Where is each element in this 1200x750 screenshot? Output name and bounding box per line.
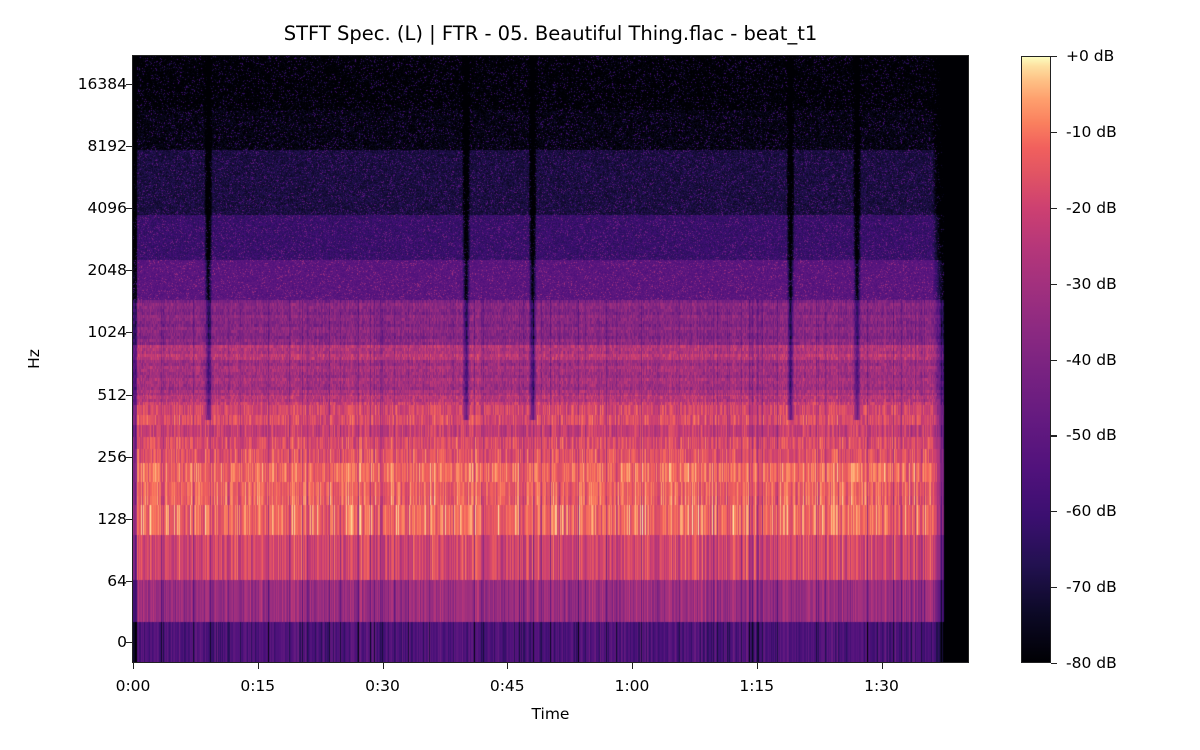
- x-axis-label: Time: [531, 705, 570, 723]
- x-tick-mark: [881, 663, 883, 669]
- colorbar-tick-label: -30 dB: [1066, 274, 1117, 293]
- colorbar-tick-mark: [1051, 663, 1057, 665]
- y-tick-mark: [126, 457, 132, 459]
- x-tick-mark: [632, 663, 634, 669]
- y-tick-mark: [126, 581, 132, 583]
- x-tick-label: 0:00: [115, 677, 151, 695]
- colorbar-tick-mark: [1051, 56, 1057, 58]
- colorbar-tick-label: -80 dB: [1066, 654, 1117, 672]
- y-tick-label: 4096: [87, 199, 127, 217]
- y-tick-mark: [126, 84, 132, 86]
- y-tick-mark: [126, 395, 132, 397]
- x-tick-mark: [382, 663, 384, 669]
- y-tick-mark: [126, 146, 132, 148]
- x-tick-mark: [257, 663, 259, 669]
- x-tick-label: 0:30: [365, 677, 400, 695]
- colorbar-tick-label: -70 dB: [1066, 578, 1117, 597]
- x-tick-mark: [507, 663, 509, 669]
- x-tick-label: 1:30: [864, 677, 899, 695]
- colorbar-tick-label: -40 dB: [1066, 350, 1117, 369]
- colorbar-tick-label: -20 dB: [1066, 198, 1117, 217]
- y-tick-label: 16384: [77, 75, 127, 93]
- colorbar-tick-mark: [1051, 435, 1057, 437]
- colorbar-tick-label: -50 dB: [1066, 426, 1117, 445]
- x-tick-label: 0:15: [240, 677, 276, 695]
- x-tick-mark: [133, 663, 135, 669]
- colorbar-tick-mark: [1051, 207, 1057, 209]
- colorbar-tick-mark: [1051, 587, 1057, 589]
- y-tick-label: 128: [97, 510, 127, 528]
- y-tick-label: 512: [97, 386, 127, 404]
- x-tick-label: 1:00: [614, 677, 650, 695]
- colorbar: [1021, 56, 1051, 663]
- colorbar-tick-mark: [1051, 283, 1057, 285]
- colorbar-tick-label: -60 dB: [1066, 502, 1117, 521]
- x-tick-label: 0:45: [489, 677, 525, 695]
- y-tick-label: 256: [97, 448, 127, 466]
- y-tick-mark: [126, 519, 132, 521]
- y-tick-label: 64: [107, 572, 127, 590]
- y-tick-mark: [126, 208, 132, 210]
- spectrogram-plot-area: [132, 55, 969, 663]
- colorbar-tick-mark: [1051, 131, 1057, 134]
- y-tick-mark: [126, 270, 132, 272]
- y-tick-mark: [126, 332, 132, 334]
- y-tick-label: 1024: [87, 323, 127, 341]
- y-tick-label: 2048: [87, 261, 127, 279]
- y-tick-label: 0: [117, 633, 127, 651]
- chart-title: STFT Spec. (L) | FTR - 05. Beautiful Thi…: [283, 22, 818, 45]
- y-tick-mark: [126, 642, 132, 644]
- spectrogram-image: [132, 55, 969, 663]
- colorbar-tick-label: +0 dB: [1066, 47, 1115, 65]
- colorbar-tick-mark: [1051, 511, 1057, 513]
- colorbar-tick-label: -10 dB: [1066, 122, 1117, 141]
- y-tick-label: 8192: [87, 137, 127, 155]
- x-tick-label: 1:15: [739, 677, 775, 695]
- colorbar-tick-mark: [1051, 359, 1057, 361]
- x-tick-mark: [756, 663, 758, 669]
- y-axis-label: Hz: [25, 349, 43, 369]
